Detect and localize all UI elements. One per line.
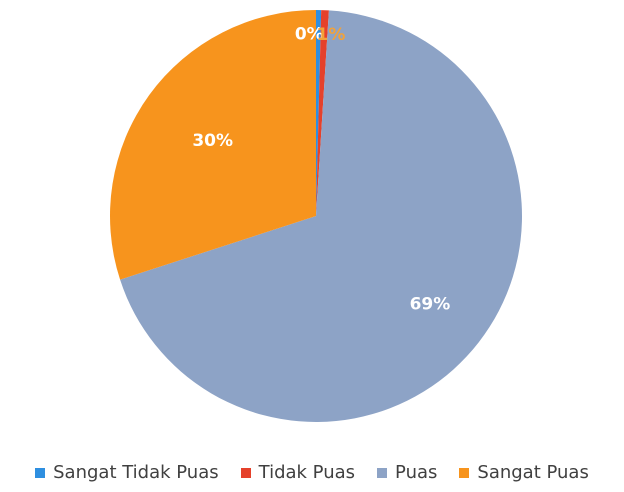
legend-item-sangat-tidak-puas: Sangat Tidak Puas [35, 462, 219, 483]
pie-slice-sangat-tidak-puas [316, 10, 322, 216]
pie-slices [109, 10, 522, 422]
slice-label-sangat-puas: 30% [192, 131, 233, 151]
slice-label-tidak-puas: 1% [317, 25, 346, 45]
legend-label: Puas [395, 462, 438, 483]
pie-slice-puas [120, 10, 522, 422]
slice-label-sangat-tidak-puas: 0% [295, 25, 324, 45]
legend-item-sangat-puas: Sangat Puas [459, 462, 589, 483]
legend-label: Sangat Tidak Puas [53, 462, 219, 483]
pie-slice-sangat-puas [109, 10, 316, 280]
legend-item-puas: Puas [377, 462, 437, 483]
legend: Sangat Tidak Puas Tidak Puas Puas Sangat Pu… [0, 462, 624, 483]
slice-label-puas: 69% [410, 294, 451, 314]
legend-swatch [35, 467, 46, 478]
pie-labels: 0%1% 69% 30% [192, 25, 450, 315]
legend-swatch [377, 467, 388, 478]
legend-item-tidak-puas: Tidak Puas [240, 462, 356, 483]
legend-label: Sangat Puas [477, 462, 589, 483]
pie-slice-tidak-puas [316, 10, 329, 216]
legend-swatch [240, 467, 251, 478]
legend-swatch [459, 467, 470, 478]
legend-label: Tidak Puas [258, 462, 356, 483]
